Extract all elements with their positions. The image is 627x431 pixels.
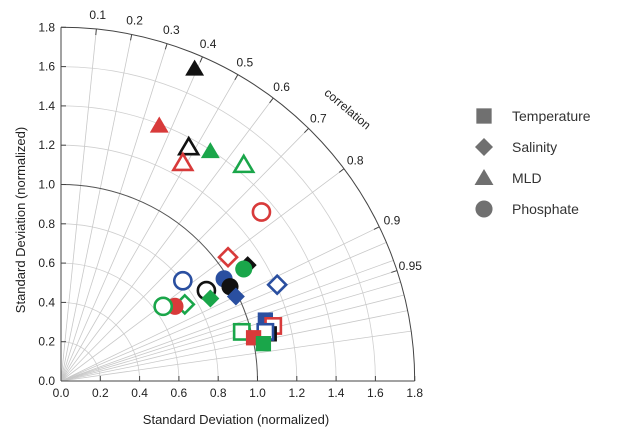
mld-triangle-marker — [200, 142, 220, 159]
std-arc — [60, 105, 337, 382]
correlation-tick-label: 0.9 — [384, 214, 401, 228]
correlation-ray — [60, 281, 401, 382]
tick-labels: 0.00.0 0.2 0.2 0.4 0.4 0.6 0.6 0.8 0.8 1.0 1.0 1.2 1… — [38, 20, 423, 400]
correlation-tick-label: 0.3 — [163, 23, 180, 37]
outer-arc — [60, 26, 416, 382]
grid-layer — [60, 26, 416, 382]
correlation-ray — [60, 294, 405, 382]
y-axis-title: Standard Deviation (normalized) — [13, 127, 28, 313]
correlation-tick-label: 0.4 — [200, 37, 217, 51]
correlation-ray — [60, 34, 133, 382]
salinity-diamond-marker — [226, 287, 245, 306]
x-tick-label: 0.6 — [171, 386, 188, 400]
phosphate-circle-marker — [235, 260, 253, 278]
correlation-tick-mark — [304, 128, 309, 134]
y-tick-label: 1.8 — [38, 20, 55, 34]
correlation-ray — [60, 97, 274, 382]
y-tick-label: 0.0 — [38, 374, 55, 388]
correlation-ray — [60, 226, 380, 382]
correlation-tick-mark — [130, 34, 133, 41]
correlation-ray — [60, 128, 309, 382]
legend-label: Phosphate — [512, 201, 579, 217]
correlation-ray — [60, 330, 412, 382]
correlation-ray — [60, 43, 168, 382]
y-tick-label: 0.6 — [38, 256, 55, 270]
x-tick-label: 0.8 — [210, 386, 227, 400]
correlation-tick-label: 0.95 — [399, 259, 423, 273]
correlation-tick-label: 0.8 — [347, 153, 364, 167]
x-tick-label: 1.0 — [249, 386, 266, 400]
mld-triangle-marker — [232, 153, 256, 174]
y-tick-label: 0.4 — [38, 295, 55, 309]
mld-triangle-marker — [171, 151, 195, 172]
correlation-axis-title: correlation — [322, 86, 374, 133]
correlation-labels: 0.1 0.2 0.3 0.4 0.5 0.6 0.7 0.8 0.9 0.95 — [89, 8, 422, 273]
correlation-tick-mark — [391, 270, 398, 273]
correlation-tick-mark — [338, 168, 345, 173]
x-tick-label: 0.4 — [131, 386, 148, 400]
correlation-ray — [60, 29, 97, 382]
mld-triangle-marker — [176, 135, 201, 156]
correlation-ray — [60, 74, 239, 382]
correlation-tick-label: 0.2 — [126, 14, 143, 28]
x-axis-title: Standard Deviation (normalized) — [143, 412, 329, 427]
correlation-tick-mark — [234, 74, 239, 81]
correlation-tick-mark — [95, 29, 97, 36]
mld-triangle-marker — [185, 59, 205, 76]
correlation-ray — [60, 56, 203, 382]
correlation-tick-label: 0.1 — [89, 8, 106, 22]
correlation-ray — [60, 310, 408, 382]
temperature-square-marker — [255, 336, 272, 352]
phosphate-circle-marker — [172, 270, 193, 291]
x-tick-label: 1.6 — [367, 386, 384, 400]
legend-circle-icon — [475, 200, 493, 218]
correlation-tick-mark — [199, 56, 203, 63]
std-arc — [60, 144, 298, 382]
y-tick-label: 1.6 — [38, 60, 55, 74]
x-tick-label: 0.0 — [53, 386, 70, 400]
x-tick-label: 1.4 — [328, 386, 345, 400]
correlation-ray — [60, 242, 387, 382]
y-tick-label: 1.0 — [38, 178, 55, 192]
y-tick-label: 1.2 — [38, 138, 55, 152]
salinity-diamond-marker — [217, 246, 239, 269]
correlation-tick-label: 0.6 — [273, 80, 290, 94]
correlation-tick-mark — [373, 226, 380, 230]
legend-square-icon — [476, 108, 492, 124]
correlation-ray — [60, 168, 345, 382]
correlation-ray — [60, 259, 394, 382]
correlation-ray — [60, 270, 398, 382]
salinity-diamond-marker — [201, 289, 220, 308]
phosphate-circle-marker — [153, 296, 174, 317]
legend: Temperature Salinity MLD Phosphate — [474, 108, 591, 218]
y-tick-label: 0.2 — [38, 335, 55, 349]
legend-triangle-icon — [474, 169, 494, 186]
correlation-tick-mark — [269, 97, 274, 104]
correlation-tick-label: 0.5 — [237, 56, 254, 70]
legend-label: Temperature — [512, 108, 591, 124]
y-tick-label: 1.4 — [38, 99, 55, 113]
x-tick-label: 0.2 — [92, 386, 109, 400]
correlation-tick-label: 0.7 — [310, 111, 327, 125]
data-markers — [149, 59, 288, 352]
x-tick-label: 1.2 — [288, 386, 305, 400]
std-arc — [60, 262, 180, 382]
std-arc — [60, 223, 219, 382]
salinity-diamond-marker — [266, 273, 288, 296]
phosphate-circle-marker — [251, 202, 272, 222]
y-tick-label: 0.8 — [38, 217, 55, 231]
correlation-tick-mark — [164, 43, 168, 50]
x-tick-label: 1.8 — [406, 386, 423, 400]
std-arc — [60, 66, 376, 382]
legend-label: MLD — [512, 170, 542, 186]
legend-diamond-icon — [475, 138, 493, 156]
legend-label: Salinity — [512, 139, 557, 155]
mld-triangle-marker — [149, 116, 169, 133]
